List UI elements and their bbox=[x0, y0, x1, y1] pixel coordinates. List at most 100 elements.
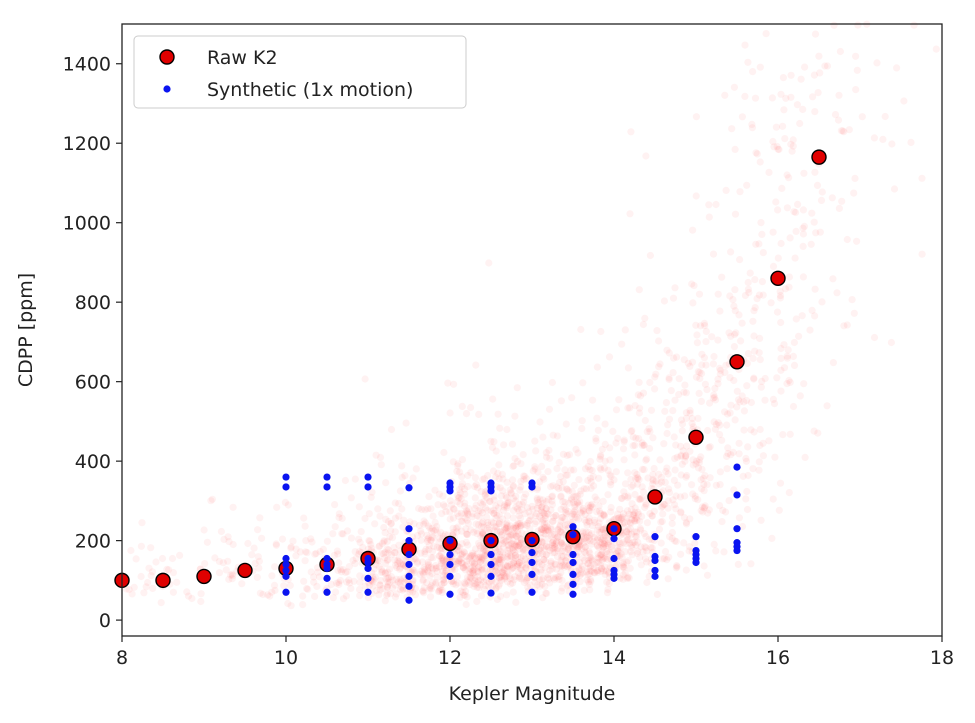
cloud-point bbox=[590, 533, 599, 542]
cloud-point bbox=[391, 499, 399, 507]
cloud-point bbox=[538, 503, 546, 511]
cloud-point bbox=[593, 541, 601, 549]
cloud-point bbox=[540, 555, 548, 564]
cloud-point bbox=[479, 500, 487, 509]
cloud-point bbox=[551, 560, 559, 568]
cloud-point bbox=[568, 394, 576, 402]
cloud-point bbox=[783, 354, 792, 362]
cloud-point bbox=[458, 473, 466, 481]
cloud-point bbox=[520, 521, 529, 529]
cloud-point bbox=[626, 564, 634, 572]
cloud-point bbox=[751, 347, 759, 355]
cloud-point bbox=[793, 101, 802, 109]
synthetic-point bbox=[446, 560, 454, 569]
cloud-point bbox=[716, 370, 724, 378]
cloud-point bbox=[424, 505, 432, 513]
synthetic-point bbox=[528, 537, 536, 545]
cloud-point bbox=[554, 526, 562, 534]
cloud-point bbox=[489, 467, 498, 475]
cloud-point bbox=[558, 584, 566, 592]
cloud-point bbox=[272, 541, 280, 549]
cloud-point bbox=[625, 510, 633, 518]
cloud-point bbox=[387, 519, 395, 528]
synthetic-point bbox=[528, 588, 536, 596]
cloud-point bbox=[716, 421, 724, 429]
cloud-point bbox=[570, 493, 578, 501]
cloud-point bbox=[810, 427, 818, 435]
cloud-point bbox=[137, 572, 145, 581]
cloud-point bbox=[682, 414, 691, 422]
cloud-point bbox=[381, 529, 389, 537]
cloud-point bbox=[544, 468, 552, 476]
cloud-point bbox=[513, 532, 521, 541]
x-tick-label: 12 bbox=[438, 647, 462, 669]
y-axis-label: CDPP [ppm] bbox=[15, 273, 37, 387]
cloud-point bbox=[677, 509, 685, 517]
cloud-point bbox=[468, 563, 477, 571]
synthetic-point bbox=[364, 564, 372, 573]
cloud-point bbox=[773, 374, 781, 382]
cloud-point bbox=[681, 381, 689, 389]
cloud-point bbox=[618, 494, 626, 503]
cloud-point bbox=[792, 208, 800, 217]
cloud-point bbox=[299, 592, 307, 600]
cloud-point bbox=[759, 249, 767, 257]
cloud-point bbox=[376, 581, 384, 589]
cloud-point bbox=[630, 528, 639, 536]
cloud-point bbox=[730, 343, 739, 351]
cloud-point bbox=[796, 119, 804, 128]
cloud-point bbox=[492, 514, 500, 522]
cloud-point bbox=[331, 523, 339, 531]
cloud-point bbox=[776, 294, 785, 302]
cloud-point bbox=[498, 564, 507, 572]
cloud-point bbox=[769, 137, 777, 146]
cloud-point bbox=[646, 428, 654, 436]
cloud-point bbox=[714, 290, 722, 298]
cloud-point bbox=[586, 531, 594, 539]
cloud-point bbox=[311, 592, 319, 601]
cloud-point bbox=[600, 512, 609, 520]
synthetic-point bbox=[528, 558, 536, 567]
cloud-point bbox=[395, 558, 403, 566]
cloud-point bbox=[531, 520, 539, 528]
cloud-point bbox=[631, 517, 639, 525]
cloud-point bbox=[594, 550, 602, 558]
cloud-point bbox=[516, 539, 524, 548]
cloud-point bbox=[418, 558, 426, 566]
cloud-point bbox=[731, 286, 739, 294]
cloud-point bbox=[454, 460, 462, 468]
cloud-point bbox=[203, 538, 211, 546]
cloud-point bbox=[722, 508, 730, 516]
cloud-point bbox=[597, 528, 605, 536]
cloud-point bbox=[620, 488, 628, 496]
cloud-point bbox=[520, 472, 528, 480]
cloud-point bbox=[127, 546, 135, 555]
cloud-point bbox=[781, 135, 789, 143]
cloud-point bbox=[486, 497, 494, 505]
cloud-point bbox=[829, 359, 838, 367]
cloud-point bbox=[531, 578, 539, 586]
cloud-point bbox=[682, 409, 691, 417]
cloud-point bbox=[575, 566, 583, 574]
cloud-point bbox=[686, 362, 694, 370]
cloud-point bbox=[647, 406, 656, 414]
cloud-point bbox=[548, 378, 557, 387]
cloud-point bbox=[742, 454, 750, 463]
cloud-point bbox=[848, 296, 856, 304]
cloud-point bbox=[387, 425, 396, 434]
cloud-point bbox=[703, 481, 711, 489]
cloud-point bbox=[476, 553, 484, 561]
cloud-point bbox=[432, 564, 440, 573]
cloud-point bbox=[384, 549, 392, 557]
cloud-point bbox=[630, 511, 638, 519]
cloud-point bbox=[270, 581, 279, 590]
cloud-point bbox=[378, 539, 386, 548]
cloud-point bbox=[542, 543, 551, 551]
cloud-point bbox=[516, 514, 525, 522]
cloud-point bbox=[438, 554, 446, 562]
cloud-point bbox=[829, 275, 837, 283]
cloud-point bbox=[585, 517, 593, 525]
cloud-point bbox=[567, 494, 576, 502]
cloud-point bbox=[562, 557, 570, 565]
cloud-point bbox=[682, 389, 690, 397]
